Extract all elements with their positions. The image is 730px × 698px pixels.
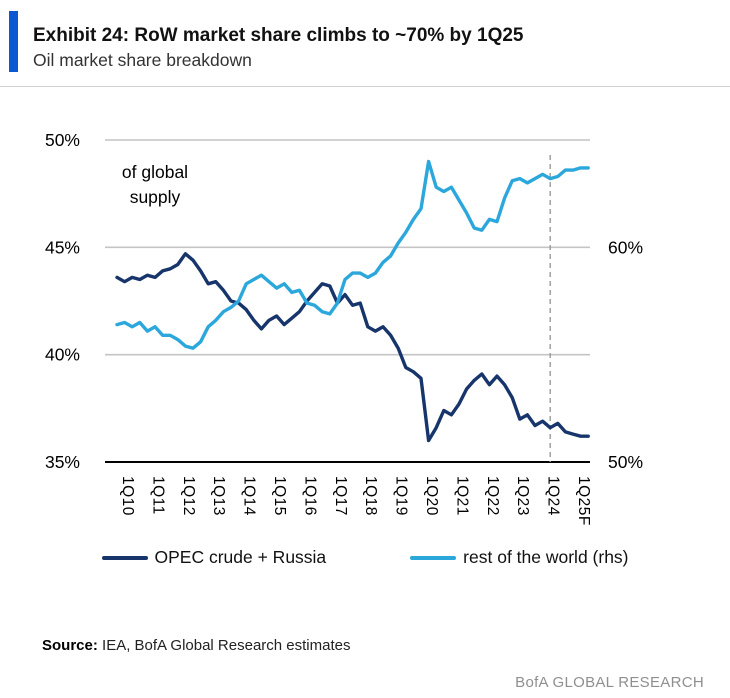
x-axis-tick-label: 1Q10 (119, 476, 136, 516)
legend-item-opec-russia: OPEC crude + Russia (101, 547, 327, 568)
left-axis-tick-label: 35% (45, 452, 80, 472)
x-axis-tick-label: 1Q13 (210, 476, 227, 516)
exhibit-title: Exhibit 24: RoW market share climbs to ~… (33, 24, 524, 46)
x-axis-tick-label: 1Q18 (362, 476, 379, 516)
x-axis-tick-label: 1Q24 (545, 476, 562, 516)
x-axis-tick-label: 1Q19 (393, 476, 410, 516)
chart-area: 50% 45% 40% 35% 60% 50% 1Q10 1Q11 1Q12 1Q13 1Q14 1Q… (0, 100, 730, 540)
x-axis-tick-label: 1Q25F (575, 476, 592, 526)
rest-of-world-line-swatch (410, 555, 457, 560)
x-axis-tick-label: 1Q15 (271, 476, 288, 516)
header-divider (0, 86, 730, 87)
opec-russia-line (115, 252, 590, 443)
chart-annotation: of global supply (103, 160, 207, 210)
source-line: Source: IEA, BofA Global Research estima… (42, 637, 350, 654)
x-axis-tick-label: 1Q12 (180, 476, 197, 516)
legend-item-rest-of-world: rest of the world (rhs) (410, 547, 629, 568)
source-text: IEA, BofA Global Research estimates (97, 637, 351, 654)
right-axis-tick-label: 50% (608, 452, 643, 472)
chart-legend: OPEC crude + Russia rest of the world (r… (0, 547, 730, 568)
x-axis-tick-label: 1Q23 (514, 476, 531, 516)
opec-russia-line-swatch (101, 555, 148, 560)
accent-bar (9, 11, 18, 72)
legend-label: OPEC crude + Russia (154, 547, 327, 567)
left-axis-tick-label: 40% (45, 345, 80, 365)
right-axis-tick-label: 60% (608, 237, 643, 257)
chart-svg: 50% 45% 40% 35% 60% 50% 1Q10 1Q11 1Q12 1Q13 1Q14 1Q… (45, 130, 643, 526)
rest-of-world-line (115, 159, 590, 350)
x-axis-tick-label: 1Q11 (149, 476, 166, 515)
x-axis-tick-label: 1Q22 (484, 476, 501, 516)
x-axis-tick-label: 1Q17 (332, 476, 349, 516)
x-axis-tick-label: 1Q16 (301, 476, 318, 516)
source-label: Source: (42, 637, 98, 654)
x-axis-tick-label: 1Q20 (423, 476, 440, 516)
x-axis-tick-label: 1Q14 (241, 476, 258, 516)
left-axis-tick-label: 50% (45, 130, 80, 150)
annotation-line-1: of global (121, 162, 189, 182)
legend-label: rest of the world (rhs) (463, 547, 629, 567)
left-axis-tick-label: 45% (45, 237, 80, 257)
brand-footer: BofA GLOBAL RESEARCH (515, 674, 704, 691)
annotation-line-2: supply (129, 187, 181, 207)
x-axis-tick-label: 1Q21 (453, 476, 470, 516)
exhibit-subtitle: Oil market share breakdown (33, 50, 252, 70)
